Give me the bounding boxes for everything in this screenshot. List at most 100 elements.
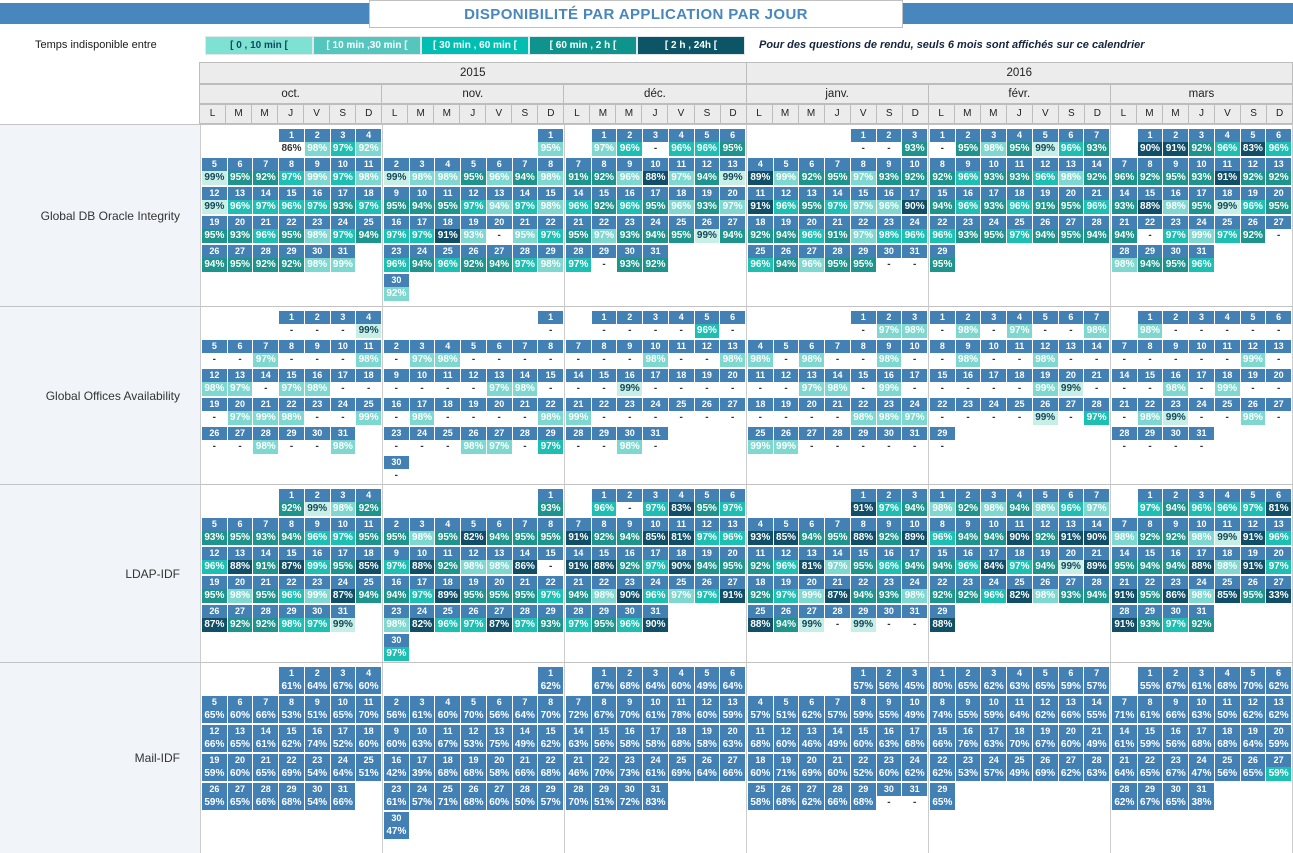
day-cell: 24 57% — [409, 783, 435, 810]
day-value: 94% — [486, 200, 512, 214]
app-label-ldap: LDAP-IDF — [0, 485, 200, 662]
day-cell: 4 83% — [668, 489, 694, 516]
day-cell: 9- — [304, 340, 330, 367]
day-number: 21 — [825, 216, 850, 229]
day-value: 99% — [1163, 411, 1189, 425]
day-value: - — [279, 324, 304, 338]
day-number: 20 — [486, 398, 512, 411]
week-row: 21 91% 22 95% 23 86% 24 98% 25 85% 26 95% 27 33% — [1112, 576, 1291, 603]
day-cell: 2- — [1163, 311, 1189, 338]
day-value: - — [850, 440, 876, 454]
day-cell: 26 95% — [1240, 576, 1266, 603]
day-value: - — [461, 382, 486, 396]
day-cell: 27 96% — [799, 245, 825, 272]
day-cell: 20 58% — [486, 754, 512, 781]
day-number: 28 — [512, 783, 538, 796]
day-cell: 3 98% — [330, 489, 356, 516]
day-number: 9 — [617, 340, 643, 353]
day-cell: 20- — [799, 398, 825, 425]
week-row: 16 42% 17 39% 18 68% 19 68% 20 58% 21 66% 22 68% — [384, 754, 563, 781]
day-number: 17 — [643, 369, 668, 382]
day-cell: 10 89% — [902, 518, 927, 545]
day-number: 30 — [1163, 605, 1189, 618]
day-number: 17 — [981, 369, 1007, 382]
day-value: 68% — [279, 796, 304, 810]
day-cell: 7 64% — [512, 696, 538, 723]
day-value: - — [1163, 324, 1189, 338]
day-value: 95% — [356, 531, 381, 545]
day-value: 92% — [930, 589, 955, 603]
day-cell: 23 53% — [955, 754, 981, 781]
day-cell: 18 60% — [748, 754, 773, 781]
day-number: 8 — [538, 696, 563, 709]
legend-bucket: [ 2 h , 24h [ — [637, 35, 745, 55]
day-cell: 24 98% — [902, 576, 927, 603]
weekday-letter: D — [1083, 104, 1111, 124]
day-number: 14 — [253, 547, 279, 560]
day-number: 27 — [227, 605, 253, 618]
day-cell: 26 64% — [694, 754, 720, 781]
day-cell: 20 97% — [1266, 547, 1291, 574]
day-cell: 25 56% — [1214, 754, 1240, 781]
day-value: - — [668, 382, 694, 396]
day-value: 96% — [279, 200, 304, 214]
day-cell: 29 68% — [279, 783, 304, 810]
day-value: - — [850, 353, 876, 367]
day-number: 12 — [1032, 158, 1058, 171]
day-number: 20 — [1058, 187, 1084, 200]
day-cell: 26 69% — [1032, 754, 1058, 781]
day-cell: 18 90% — [668, 547, 694, 574]
day-cell: 27 33% — [1266, 576, 1291, 603]
day-cell: 29 88% — [930, 605, 955, 632]
day-cell: 12 91% — [1240, 518, 1266, 545]
day-cell: 26 94% — [202, 245, 227, 272]
day-value: 95% — [1007, 142, 1032, 156]
day-value: - — [304, 324, 330, 338]
week-row: 28 98% 29 94% 30 95% 31 96% — [1112, 245, 1291, 272]
day-number: 18 — [1214, 187, 1240, 200]
day-value: 60% — [384, 738, 409, 752]
day-number: 15 — [538, 369, 563, 382]
day-cell: 20- — [486, 216, 512, 243]
day-value: 97% — [643, 502, 668, 516]
day-value: 92% — [279, 502, 304, 516]
day-value: 97% — [902, 411, 927, 425]
day-cell: 2 95% — [955, 129, 981, 156]
day-value: 69% — [668, 767, 694, 781]
day-value: - — [304, 411, 330, 425]
day-number: 16 — [955, 369, 981, 382]
day-value: 58% — [486, 767, 512, 781]
day-value: - — [1112, 382, 1137, 396]
day-value: - — [981, 382, 1007, 396]
day-value: 68% — [748, 738, 773, 752]
month-panel: 1 98% 2 92% 3 98% 4 94% 5 98% 6 96% 7 97% 8 96% 9 94% 10 94… — [928, 485, 1110, 662]
day-number: 23 — [384, 245, 409, 258]
day-number: 4 — [668, 129, 694, 142]
day-value: 91% — [1214, 171, 1240, 185]
day-number: 12 — [694, 518, 720, 531]
day-value: 98% — [1112, 258, 1137, 272]
day-value: 96% — [1266, 531, 1291, 545]
week-row: 28 70% 29 51% 30 72% 31 83% — [566, 783, 745, 810]
day-number: 19 — [461, 576, 486, 589]
day-number: 23 — [876, 754, 902, 767]
day-value: 97% — [850, 200, 876, 214]
day-cell: 13 88% — [227, 547, 253, 574]
weekday-letter: D — [537, 104, 565, 124]
day-cell: 19 94% — [694, 547, 720, 574]
day-value: - — [1214, 411, 1240, 425]
day-number: 23 — [955, 576, 981, 589]
day-value: 57% — [538, 796, 563, 810]
day-cell: 1 67% — [591, 667, 617, 694]
day-number: 15 — [1137, 369, 1163, 382]
day-value: 63% — [409, 738, 435, 752]
day-cell: 16 42% — [384, 754, 409, 781]
day-number: 21 — [1112, 754, 1137, 767]
day-value: 98% — [981, 142, 1007, 156]
week-row: 7 91% 8 92% 9 94% 10 85% 11 81% 12 97% 13 96% — [566, 518, 745, 545]
day-value: 86% — [1163, 589, 1189, 603]
month-name: mars — [1109, 84, 1293, 104]
day-value: 97% — [773, 589, 799, 603]
day-value: 67% — [591, 709, 617, 723]
day-value: 61% — [1189, 680, 1214, 694]
